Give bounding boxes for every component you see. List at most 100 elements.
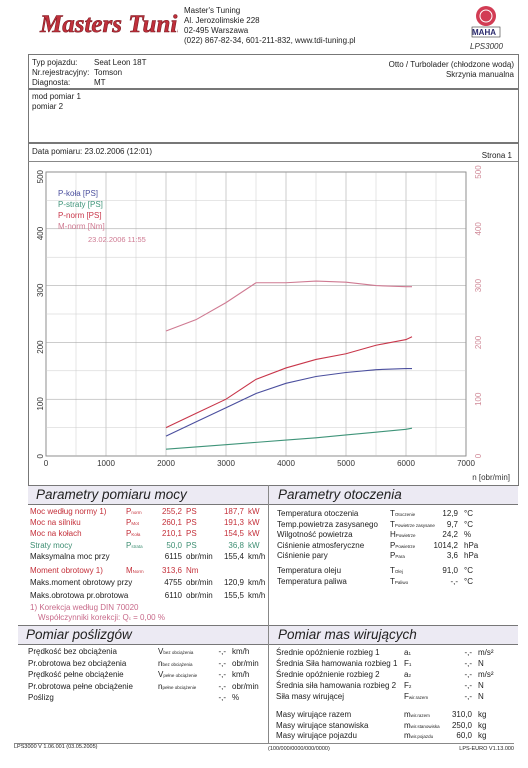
y-right-tick-label: 300 (474, 278, 483, 292)
slip-row-symbol-subscript: pełne obciążenie (162, 684, 197, 690)
mass-row-symbol: a1 (404, 648, 411, 657)
slip-row-symbol-subscript: pełne obciążenie (163, 673, 198, 678)
power-row-unit1: PS (186, 507, 197, 516)
slip-row-label: Pr.obrotowa pełne obciążenie (28, 681, 133, 691)
env-row-label: Temperatura otoczenia (277, 509, 359, 518)
power-row-value2: 191,3 (223, 518, 244, 528)
env-row-label: Temperatura paliwa (277, 577, 347, 586)
y-right-tick-label: 0 (474, 453, 483, 458)
legend-entry: P-norm [PS] (58, 211, 102, 220)
env-row-symbol-subscript: Para (395, 554, 405, 559)
mass-row-unit: kg (478, 710, 487, 719)
mass-row-value: -,- (464, 670, 472, 679)
x-tick-label: 2000 (157, 459, 175, 468)
env-section-title: Parametry otoczenia (270, 485, 518, 505)
engine-type: Otto / Turbolader (chłodzone wodą) (388, 60, 514, 69)
power-row-symbol-subscript: Mot (131, 521, 139, 527)
slip-row-symbol: npełne obciążenie (158, 681, 197, 691)
series-line-p-norm (165, 336, 413, 429)
maha-label: MAHA (472, 28, 496, 37)
mass-row-value: 310,0 (451, 710, 472, 719)
mass-row-symbol-subscript: wir.razem (410, 713, 430, 718)
mass-row-symbol: F1 (404, 659, 412, 668)
env-row-value: 3,6 (446, 551, 458, 560)
chart-lines (165, 280, 413, 450)
env-row-label: Temp.powietrza zasysanego (277, 519, 378, 529)
power-row-value2: 187,7 (223, 507, 244, 516)
moment-symbol-subscript: Norm (132, 569, 144, 574)
dyno-chart: 0 1000 2000 3000 4000 5000 6000 700001002003004… (36, 165, 510, 482)
env-row-value: 9,7 (446, 519, 458, 529)
slip-row-value: -,- (218, 647, 226, 656)
power-row-label: Maksymalna moc przy (30, 551, 110, 561)
mass-row-value: 250,0 (451, 720, 472, 730)
mass-row-value: -,- (464, 692, 472, 701)
slip-row-symbol-subscript: bez obciążenia (163, 650, 194, 655)
env-row-unit: °C (464, 577, 473, 586)
lps-label: LPS3000 (470, 42, 503, 51)
section-divider-2 (268, 625, 269, 743)
company-street: Al. Jerozolimskie 228 (184, 16, 260, 25)
moment-row-value2: 120,9 (223, 578, 244, 587)
env-row-value: 24,2 (442, 530, 458, 539)
mass-row-symbol: F2 (404, 681, 412, 690)
power-row-symbol-subscript: Koła (131, 532, 141, 538)
x-tick-label: 3000 (217, 459, 235, 468)
correction-coef-subscript: c (128, 616, 131, 621)
env-row-symbol: HPowietrze (390, 530, 416, 539)
mass-row-value: -,- (464, 681, 472, 690)
mass-row-symbol-subscript: wir.stanowiska (410, 723, 440, 729)
notes-box (28, 88, 519, 144)
footer-line (14, 743, 514, 744)
env-row-unit: °C (464, 519, 473, 529)
y-left-tick-label: 400 (36, 226, 45, 240)
mass-row-symbol-subscript: wir.pojazdu (410, 734, 434, 739)
power-row-value2: 154,5 (223, 529, 244, 539)
env-row-symbol: PPowietrze (390, 540, 416, 550)
mass-row-unit: kg (478, 731, 487, 740)
mass-section-title: Pomiar mas wirujących (270, 625, 518, 645)
moment-row-value1: 6110 (164, 591, 182, 600)
slip-row-symbol: nbez obciążenia (158, 658, 193, 668)
power-row-unit1: PS (186, 529, 197, 539)
chart-separator (28, 161, 518, 162)
power-row-label: Moc według normy 1) (30, 507, 107, 516)
mass-row-symbol: mwir.razem (404, 710, 430, 719)
moment-label: Moment obrotowy 1) (30, 566, 103, 575)
env-row-symbol: TOlej (390, 566, 403, 575)
x-axis-label: n [obr/min] (472, 473, 510, 482)
logo-text: Masters Tuning (39, 11, 178, 38)
maha-badge (471, 6, 501, 38)
moment-symbol: MNorm (126, 566, 144, 575)
power-row-symbol: Pnorm (126, 507, 142, 516)
company-logo: Masters Tuning (36, 5, 178, 41)
vehicle-info-box (28, 54, 519, 90)
env-row-label: Ciśnienie pary (277, 551, 328, 560)
mass-row-symbol-subscript: 2 (408, 684, 412, 689)
power-row-unit1: PS (186, 518, 197, 528)
correction-coef: Współczynniki korekcji: Qc = 0,00 % (38, 613, 165, 622)
power-row-symbol: PKoła (126, 529, 141, 539)
vehicle-diag-value: MT (94, 78, 106, 87)
env-row-symbol-subscript: Otoczenie (394, 512, 416, 517)
env-row-unit: % (464, 530, 472, 539)
mass-row-label: Średnie opóźnienie rozbieg 2 (276, 670, 380, 679)
legend-date: 23.02.2006 11:55 (88, 235, 146, 244)
power-row-value1: 260,1 (161, 518, 182, 528)
mass-row-symbol-subscript: 1 (408, 651, 411, 656)
y-left-tick-label: 200 (36, 340, 45, 354)
y-left-tick-label: 300 (36, 283, 45, 297)
vehicle-reg-value: Tomson (94, 68, 123, 77)
power-row-symbol: Pstrata (126, 540, 143, 550)
slip-row-unit: % (232, 693, 240, 702)
slip-row-label: Pr.obrotowa bez obciążenia (28, 658, 127, 668)
power-row-unit1: PS (186, 540, 197, 550)
slip-row-unit: km/h (232, 647, 250, 656)
env-row-symbol-subscript: Powietrze zasysane (394, 522, 435, 528)
mass-row-unit: m/s² (478, 670, 494, 679)
power-row-symbol: PMot (126, 518, 139, 528)
slip-row-value: -,- (218, 693, 226, 702)
mass-row-unit: N (478, 692, 484, 701)
moment-row-label: Maks.moment obrotowy przy (30, 578, 133, 587)
slip-row-label: Prędkość pełne obciążenie (28, 670, 124, 679)
